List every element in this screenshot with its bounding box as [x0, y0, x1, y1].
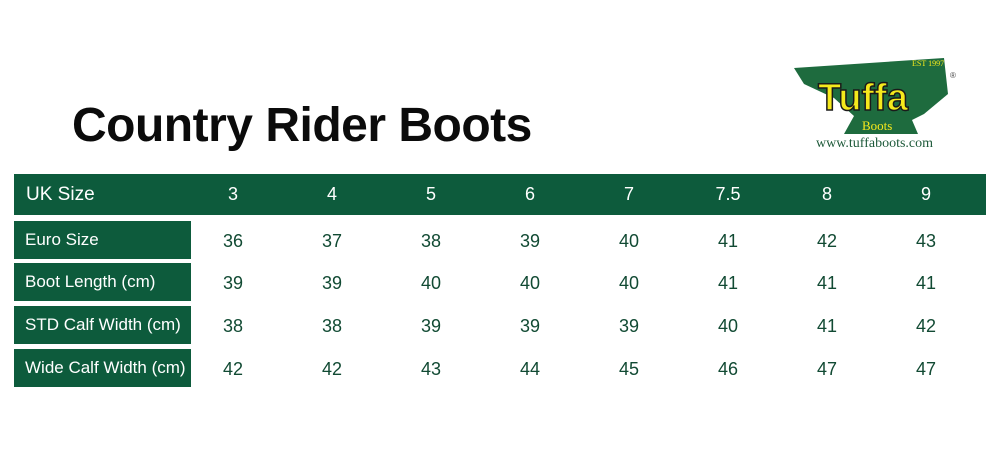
table-row: STD Calf Width (cm) 38 38 39 39 39 40 41 42 [14, 306, 986, 344]
table-cell: 42 [816, 231, 838, 251]
table-cell: 39 [519, 316, 541, 336]
table-cell: 46 [717, 359, 739, 379]
website-url: www.tuffaboots.com [816, 136, 934, 151]
table-row: Wide Calf Width (cm) 42 42 43 44 45 46 47 47 [14, 349, 986, 387]
table-row: Boot Length (cm) 39 39 40 40 40 41 41 41 [14, 263, 986, 301]
table-header-row: UK Size 3 4 5 6 7 7.5 8 9 [14, 174, 986, 215]
header-cell: 7 [623, 184, 634, 204]
table-cell: 36 [222, 231, 244, 251]
header-cell: 3 [227, 184, 238, 204]
svg-text:Tuffa: Tuffa [818, 77, 909, 119]
table-cell: 38 [420, 231, 442, 251]
table-cell: 44 [519, 359, 541, 379]
header-cell: 8 [821, 184, 832, 204]
table-cell: 38 [222, 316, 244, 336]
table-cell: 47 [915, 359, 937, 379]
table-cell: 42 [321, 359, 343, 379]
table-cell: 41 [717, 273, 739, 293]
svg-text:®: ® [950, 71, 956, 80]
row-label: Boot Length (cm) [14, 263, 191, 301]
svg-text:EST 1997: EST 1997 [912, 59, 944, 68]
table-cell: 39 [321, 273, 343, 293]
table-row: Euro Size 36 37 38 39 40 41 42 43 [14, 221, 986, 259]
table-cell: 40 [618, 231, 640, 251]
table-cell: 40 [618, 273, 640, 293]
table-cell: 41 [915, 273, 937, 293]
header-cell: 6 [524, 184, 535, 204]
table-cell: 39 [519, 231, 541, 251]
header-cell: 9 [920, 184, 931, 204]
table-cell: 42 [915, 316, 937, 336]
table-cell: 39 [420, 316, 442, 336]
table-cell: 37 [321, 231, 343, 251]
svg-text:Boots: Boots [862, 118, 892, 133]
row-label: STD Calf Width (cm) [14, 306, 191, 344]
header-cell: 4 [326, 184, 337, 204]
table-cell: 47 [816, 359, 838, 379]
page-title: Country Rider Boots [72, 99, 532, 152]
header-cell: 7.5 [715, 184, 741, 204]
table-cell: 40 [519, 273, 541, 293]
table-cell: 42 [222, 359, 244, 379]
table-cell: 40 [420, 273, 442, 293]
table-cell: 41 [816, 316, 838, 336]
table-cell: 41 [717, 231, 739, 251]
row-label: Wide Calf Width (cm) [14, 349, 191, 387]
header-cell: 5 [425, 184, 436, 204]
table-cell: 38 [321, 316, 343, 336]
table-cell: 43 [915, 231, 937, 251]
tuffa-logo: EST 1997 Tuffa ® Boots [794, 58, 956, 134]
table-cell: 41 [816, 273, 838, 293]
table-cell: 45 [618, 359, 640, 379]
table-cell: 39 [222, 273, 244, 293]
row-label: Euro Size [14, 221, 191, 259]
table-cell: 40 [717, 316, 739, 336]
table-cell: 39 [618, 316, 640, 336]
table-cell: 43 [420, 359, 442, 379]
header-label: UK Size [26, 184, 95, 205]
